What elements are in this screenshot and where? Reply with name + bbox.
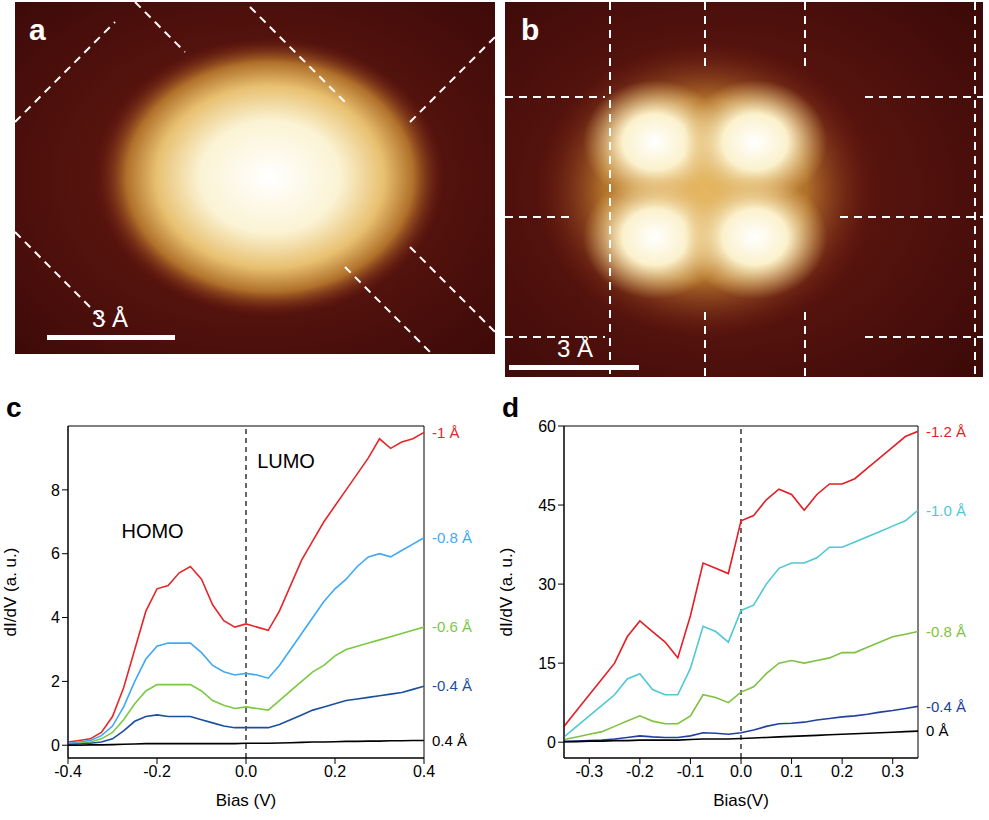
svg-text:6: 6	[51, 545, 60, 562]
svg-text:-0.2: -0.2	[143, 763, 171, 780]
svg-text:3 Å: 3 Å	[557, 335, 593, 362]
svg-text:-1 Å: -1 Å	[432, 424, 460, 441]
html-text:c: c	[6, 392, 22, 423]
svg-text:-0.2: -0.2	[626, 763, 654, 780]
svg-text:0.1: 0.1	[780, 763, 802, 780]
svg-text:dI/dV (a. u.): dI/dV (a. u.)	[498, 548, 516, 637]
svg-text:30: 30	[538, 576, 556, 593]
svg-text:Bias (V): Bias (V)	[216, 791, 276, 810]
svg-text:0.3: 0.3	[882, 763, 904, 780]
svg-text:60: 60	[538, 418, 556, 435]
svg-text:0: 0	[547, 734, 556, 751]
svg-text:-0.8 Å: -0.8 Å	[926, 623, 966, 640]
svg-text:-0.1: -0.1	[677, 763, 705, 780]
svg-text:LUMO: LUMO	[257, 450, 315, 472]
svg-text:HOMO: HOMO	[121, 520, 183, 542]
svg-text:Bias(V): Bias(V)	[713, 791, 769, 810]
svg-text:-0.4 Å: -0.4 Å	[432, 677, 472, 694]
svg-text:8: 8	[51, 482, 60, 499]
svg-text:a: a	[29, 13, 46, 46]
svg-text:0: 0	[51, 737, 60, 754]
svg-text:-0.3: -0.3	[575, 763, 603, 780]
html-text:d: d	[502, 392, 520, 423]
svg-text:-0.4: -0.4	[54, 763, 82, 780]
svg-text:0.4: 0.4	[413, 763, 435, 780]
svg-text:3 Å: 3 Å	[92, 305, 128, 332]
svg-text:0.2: 0.2	[831, 763, 853, 780]
svg-text:15: 15	[538, 655, 556, 672]
svg-text:0.0: 0.0	[730, 763, 752, 780]
svg-text:-1.0 Å: -1.0 Å	[926, 502, 966, 519]
svg-text:0.2: 0.2	[324, 763, 346, 780]
svg-text:0.4 Å: 0.4 Å	[432, 732, 467, 749]
svg-text:-0.8 Å: -0.8 Å	[432, 529, 472, 546]
svg-text:-0.4 Å: -0.4 Å	[926, 698, 966, 715]
svg-text:dI/dV (a. u.): dI/dV (a. u.)	[2, 548, 20, 637]
svg-text:0.0: 0.0	[235, 763, 257, 780]
svg-text:-0.6 Å: -0.6 Å	[432, 618, 472, 635]
svg-text:b: b	[521, 13, 539, 46]
svg-text:2: 2	[51, 673, 60, 690]
svg-text:4: 4	[51, 609, 60, 626]
svg-text:45: 45	[538, 497, 556, 514]
svg-text:0 Å: 0 Å	[926, 722, 949, 739]
svg-text:-1.2 Å: -1.2 Å	[926, 423, 966, 440]
